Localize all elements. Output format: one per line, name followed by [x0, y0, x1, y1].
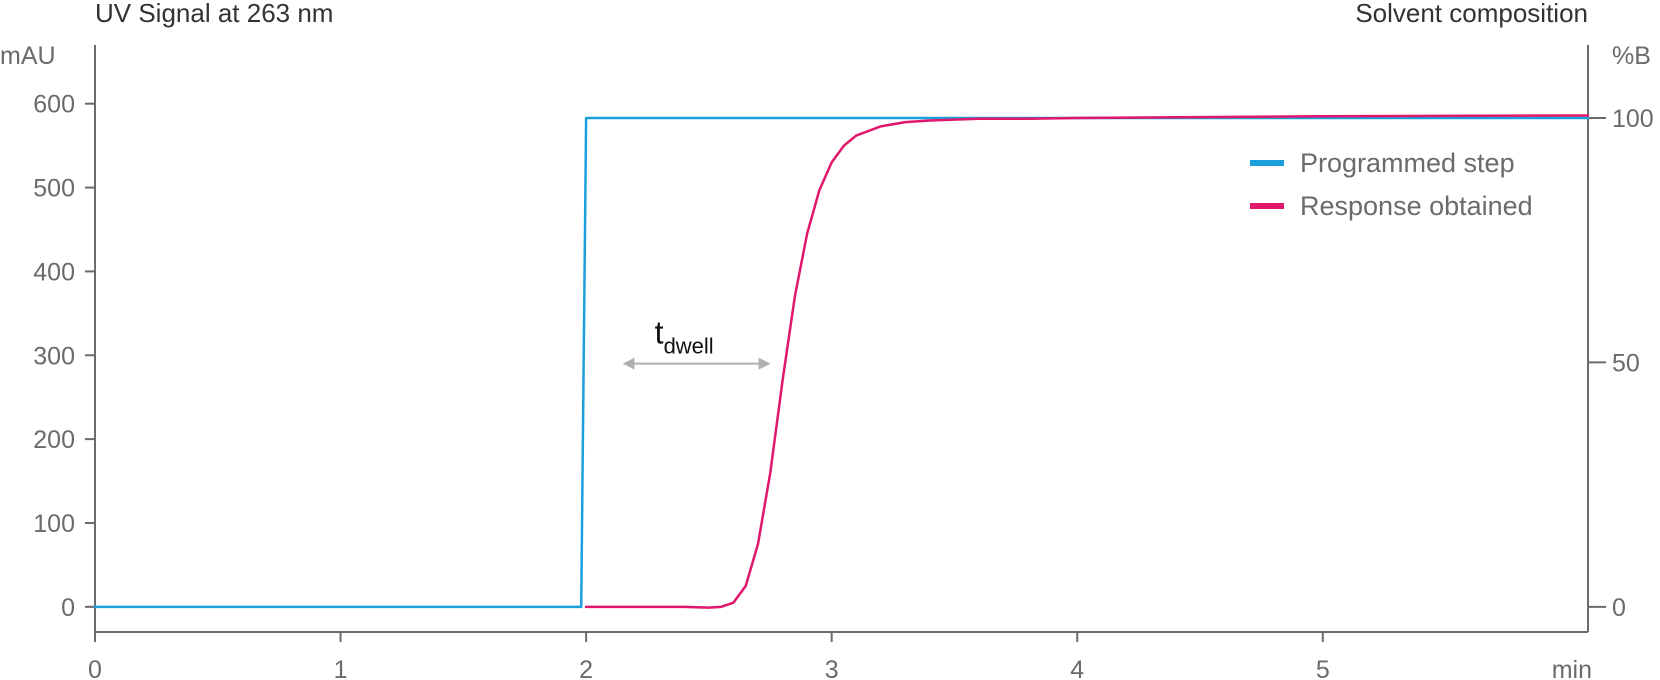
y-axis-unit-label: mAU: [0, 42, 56, 70]
y2-tick-label: 50: [1612, 349, 1640, 377]
legend-label: Response obtained: [1300, 191, 1533, 221]
y-tick-label: 100: [33, 510, 75, 538]
x-tick-label: 1: [334, 656, 348, 680]
y-tick-label: 0: [61, 594, 75, 622]
y-tick-label: 200: [33, 426, 75, 454]
response-obtained-line: [584, 114, 1590, 609]
y-tick-label: 500: [33, 175, 75, 203]
chart-legend: Programmed step Response obtained: [1250, 148, 1533, 221]
dwell-time-annotation: tdwell: [622, 315, 771, 370]
x-axis-unit-label: min: [1552, 656, 1592, 680]
dwell-time-label-subscript: dwell: [664, 334, 714, 359]
x-tick-label: 2: [579, 656, 593, 680]
dwell-time-label-main: t: [655, 315, 664, 351]
y2-axis-unit-label: %B: [1612, 42, 1651, 70]
x-tick-label: 5: [1316, 656, 1330, 680]
y-tick-label: 300: [33, 342, 75, 370]
y-tick-label: 600: [33, 91, 75, 119]
data-series: [93, 114, 1590, 609]
y2-tick-label: 100: [1612, 105, 1654, 133]
x-tick-label: 4: [1070, 656, 1084, 680]
programmed-step-line: [93, 116, 1590, 609]
right-chart-title: Solvent composition: [1355, 0, 1588, 28]
left-chart-title: UV Signal at 263 nm: [95, 0, 333, 28]
x-tick-label: 0: [88, 656, 102, 680]
y-tick-label: 400: [33, 258, 75, 286]
x-tick-label: 3: [825, 656, 839, 680]
dwell-time-label: tdwell: [655, 315, 714, 359]
legend-label: Programmed step: [1300, 148, 1515, 178]
y2-tick-label: 0: [1612, 594, 1626, 622]
